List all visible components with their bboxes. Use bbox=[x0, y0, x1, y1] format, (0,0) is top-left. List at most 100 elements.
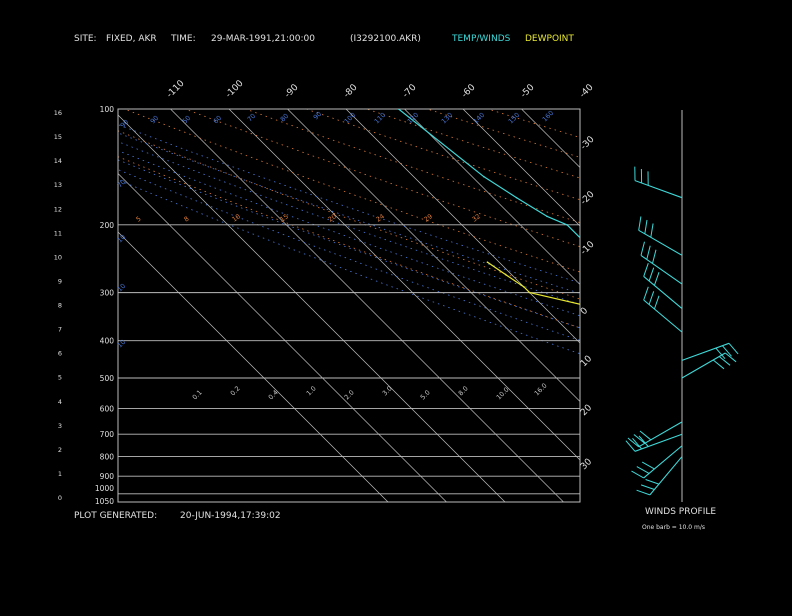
legend-dewpoint: DEWPOINT bbox=[525, 34, 574, 44]
moist-adiabat-label: 140 bbox=[472, 111, 486, 125]
background-grid bbox=[0, 109, 792, 502]
isotherm-line bbox=[346, 109, 739, 502]
moist-adiabat-label: 70 bbox=[116, 178, 128, 190]
isotherm-line bbox=[112, 109, 505, 502]
height-tick-label: 16 bbox=[54, 109, 62, 117]
temp-label-right: 20 bbox=[579, 403, 594, 418]
dry-adiabat bbox=[427, 109, 792, 502]
moist-adiabat bbox=[0, 109, 792, 502]
pressure-label: 500 bbox=[100, 374, 115, 383]
isotherm-line bbox=[288, 109, 681, 502]
isotherm-line bbox=[756, 109, 792, 502]
pressure-label: 1000 bbox=[95, 484, 114, 493]
moist-adiabat-label: 10 bbox=[116, 338, 128, 350]
height-tick-label: 5 bbox=[58, 374, 62, 382]
isotherm-line bbox=[639, 109, 792, 502]
height-tick-label: 0 bbox=[58, 494, 62, 502]
dry-adiabat bbox=[306, 109, 792, 502]
moist-adiabat bbox=[0, 109, 792, 502]
dry-adiabat-label: 5 bbox=[135, 215, 143, 224]
isotherm-line bbox=[229, 109, 622, 502]
temp-label-top: -90 bbox=[283, 82, 301, 100]
moist-adiabat-label: 160 bbox=[541, 109, 555, 123]
height-tick-label: 1 bbox=[58, 470, 62, 478]
profile-point bbox=[516, 197, 518, 199]
pressure-label: 700 bbox=[100, 430, 115, 439]
profile-point bbox=[778, 360, 780, 362]
plot-generated-label: PLOT GENERATED: bbox=[74, 511, 157, 521]
dry-adiabat bbox=[185, 109, 792, 502]
profile-point bbox=[523, 286, 525, 288]
profile-point bbox=[674, 331, 676, 333]
dry-adiabat bbox=[367, 109, 792, 502]
moist-adiabat-label: 50 bbox=[181, 114, 193, 126]
pressure-label: 800 bbox=[100, 453, 115, 462]
moist-adiabat-label: 110 bbox=[373, 111, 387, 125]
mixing-ratio-label: 0.2 bbox=[229, 384, 242, 397]
temp-label-right: 10 bbox=[579, 354, 594, 369]
isotherm-line bbox=[580, 109, 792, 502]
isotherm-line bbox=[405, 109, 792, 502]
mixing-ratio-label: 0.1 bbox=[191, 388, 204, 401]
profile-point bbox=[582, 240, 584, 242]
wind-barb bbox=[635, 167, 682, 198]
moist-adiabat-label: 100 bbox=[343, 111, 357, 125]
moist-adiabat bbox=[15, 109, 792, 502]
pressure-label: 1050 bbox=[95, 497, 114, 506]
dry-adiabat bbox=[125, 109, 792, 502]
dry-adiabat-label: 15 bbox=[279, 212, 290, 223]
moist-adiabat-label: 130 bbox=[440, 111, 454, 125]
time-value: 29-MAR-1991,21:00:00 bbox=[211, 34, 315, 44]
moist-adiabat-label: 90 bbox=[312, 110, 324, 122]
mixing-ratio-label: 5.0 bbox=[419, 388, 432, 401]
mixing-ratio-label: 3.0 bbox=[381, 384, 394, 397]
moist-adiabat-label: 90 bbox=[149, 114, 161, 126]
plot-frame bbox=[118, 109, 580, 502]
height-tick-label: 14 bbox=[54, 157, 62, 165]
wind-barb bbox=[639, 217, 682, 256]
profile-point bbox=[634, 268, 636, 270]
temp-label-top: -70 bbox=[401, 82, 419, 100]
dry-adiabat bbox=[246, 109, 792, 502]
profile-curves bbox=[398, 108, 792, 471]
temp-label-top: -100 bbox=[224, 78, 246, 100]
temp-label-top: -50 bbox=[519, 82, 537, 100]
profile-point bbox=[505, 274, 507, 276]
temp-label-top: -80 bbox=[342, 82, 360, 100]
dry-adiabat-label: 10 bbox=[231, 212, 242, 223]
height-tick-label: 7 bbox=[58, 326, 62, 334]
time-label: TIME: bbox=[170, 34, 196, 44]
wind-barb bbox=[644, 287, 682, 332]
moist-adiabat-label: 10 bbox=[116, 282, 128, 294]
temperature-curve bbox=[399, 109, 792, 471]
temp-label-top: -110 bbox=[165, 78, 187, 100]
moist-adiabat bbox=[0, 109, 792, 502]
legend-temp-winds: TEMP/WINDS bbox=[451, 34, 511, 44]
height-tick-label: 3 bbox=[58, 422, 62, 430]
temp-label-right: -10 bbox=[579, 239, 597, 257]
isotherm-line bbox=[54, 109, 447, 502]
pressure-label: 100 bbox=[100, 105, 115, 114]
moist-adiabat-label: 60 bbox=[212, 114, 224, 126]
profile-point bbox=[726, 308, 728, 310]
profile-point bbox=[614, 255, 616, 257]
pressure-label: 400 bbox=[100, 337, 115, 346]
pressure-label: 900 bbox=[100, 472, 115, 481]
isotherm-line bbox=[171, 109, 564, 502]
dry-adiabat-label: 24 bbox=[375, 212, 386, 223]
height-tick-label: 8 bbox=[58, 302, 62, 310]
temp-label-top: -40 bbox=[578, 82, 596, 100]
isobars bbox=[118, 109, 580, 502]
dry-adiabat bbox=[64, 109, 792, 502]
site-label: SITE: bbox=[74, 34, 97, 44]
moist-adiabat-label: 90 bbox=[119, 118, 131, 130]
dry-adiabat bbox=[488, 109, 792, 502]
isotherm-line bbox=[697, 109, 792, 502]
mixing-ratio-label: 2.0 bbox=[343, 388, 356, 401]
height-tick-label: 12 bbox=[54, 205, 62, 213]
pressure-label: 600 bbox=[100, 404, 115, 413]
moist-adiabat-label: 10 bbox=[116, 233, 128, 245]
profile-point bbox=[646, 280, 648, 282]
